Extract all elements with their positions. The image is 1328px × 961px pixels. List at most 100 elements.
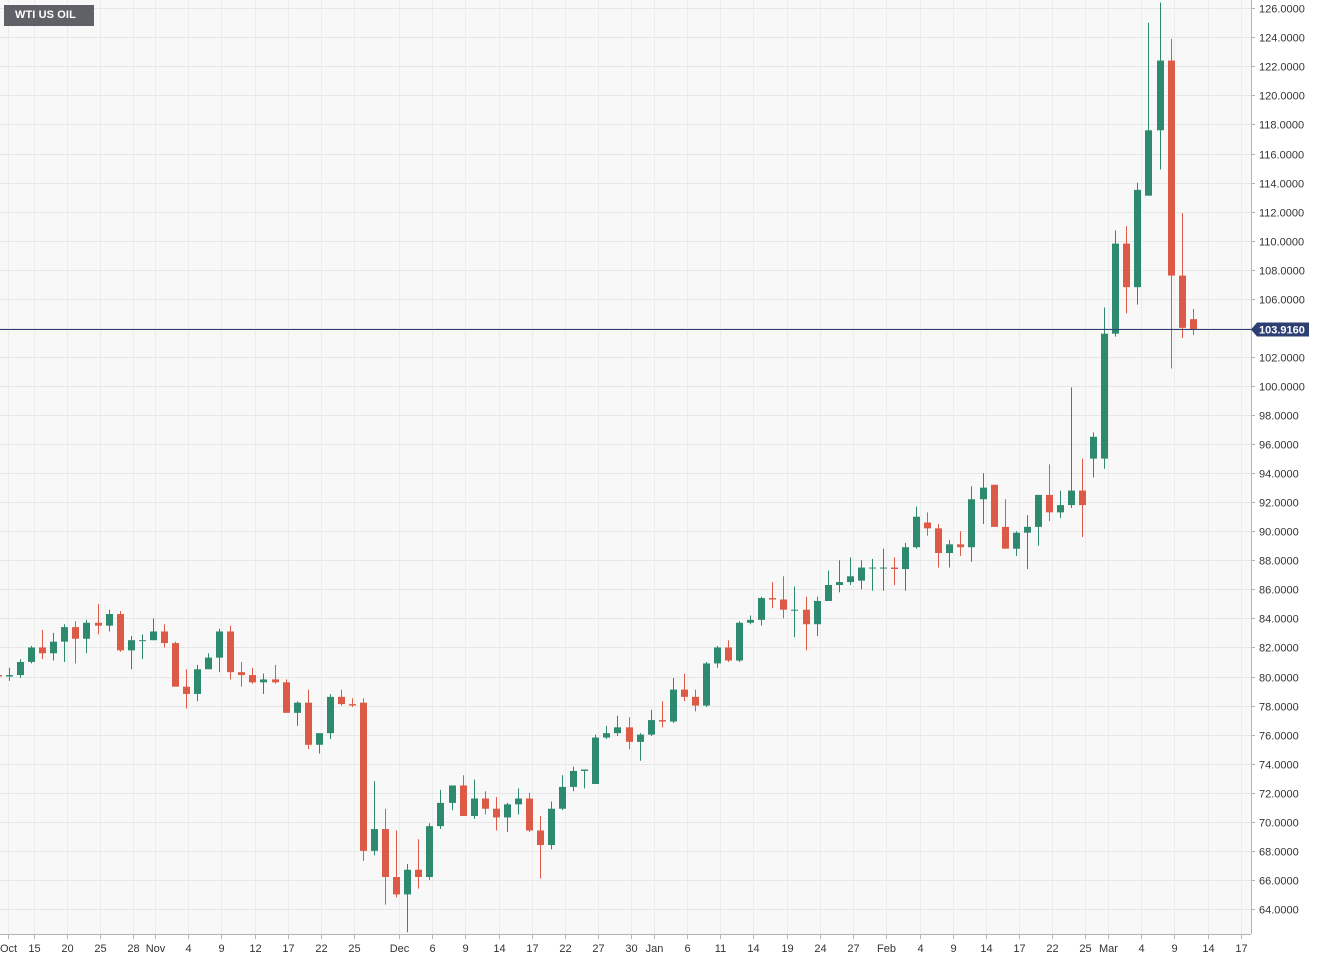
candle-body (128, 640, 135, 651)
candle (980, 473, 987, 524)
candle-body (460, 785, 467, 816)
last-price-label: 103.9160 (1259, 325, 1305, 337)
candle (1013, 531, 1020, 556)
x-tick-label: 4 (185, 943, 191, 955)
candle (227, 625, 234, 680)
y-tick-label: 86.0000 (1259, 585, 1299, 597)
candle (791, 586, 798, 638)
candle (725, 640, 732, 662)
x-tick-label: 14 (980, 943, 992, 955)
candle (891, 557, 898, 585)
x-tick-label: 14 (493, 943, 505, 955)
candle-body (1002, 526, 1009, 549)
candle (437, 789, 444, 830)
candle-body (205, 657, 212, 670)
candle-body (249, 675, 256, 683)
candle-body (172, 643, 179, 687)
candle-body (747, 619, 754, 623)
candle (637, 733, 644, 761)
x-tick-label: 25 (94, 943, 106, 955)
candle-body (238, 672, 245, 676)
candle-body (626, 727, 633, 742)
candle-body (216, 631, 223, 658)
x-tick-label: 6 (429, 943, 435, 955)
candle-body (1190, 319, 1197, 330)
candle-body (194, 669, 201, 694)
x-tick-label: Jan (646, 943, 664, 955)
candle-body (139, 640, 146, 642)
candle-body (548, 808, 555, 846)
candles (0, 2, 1197, 933)
candle-body (161, 631, 168, 644)
x-tick-label: 25 (348, 943, 360, 955)
candle-body (614, 727, 621, 734)
x-tick-label: 15 (28, 943, 40, 955)
candle-body (592, 737, 599, 785)
y-tick-label: 94.0000 (1259, 469, 1299, 481)
candle-body (780, 599, 787, 610)
y-tick-label: 64.0000 (1259, 905, 1299, 917)
candle-body (1101, 333, 1108, 459)
candle (537, 815, 544, 879)
x-tick-label: Mar (1099, 943, 1118, 955)
x-tick-label: 4 (1138, 943, 1144, 955)
candle-body (61, 627, 68, 642)
candle (172, 641, 179, 687)
candle-body (537, 830, 544, 846)
candle (913, 506, 920, 549)
candle (139, 634, 146, 660)
candle (393, 830, 400, 898)
candle (758, 596, 765, 626)
candle (95, 603, 102, 635)
candle (526, 792, 533, 832)
candle-body (1035, 494, 1042, 527)
candle (1134, 182, 1141, 305)
candle-body (39, 647, 46, 654)
y-tick-label: 70.0000 (1259, 818, 1299, 830)
candle (471, 779, 478, 819)
candle-body (791, 609, 798, 611)
candle-body (725, 647, 732, 661)
candle (1179, 213, 1186, 339)
candle (603, 725, 610, 739)
candle (371, 781, 378, 856)
candle (449, 785, 456, 811)
candle-body (703, 663, 710, 706)
candle-body (1013, 532, 1020, 549)
candle (426, 823, 433, 880)
candle (106, 609, 113, 632)
candle-body (305, 702, 312, 745)
candle (747, 615, 754, 625)
candle (61, 624, 68, 662)
y-tick-label: 106.0000 (1259, 295, 1305, 307)
y-tick-label: 110.0000 (1259, 237, 1304, 249)
candle-body (681, 689, 688, 697)
candle (1157, 2, 1164, 170)
last-price-tag (1251, 322, 1309, 337)
x-tick-label: 6 (684, 943, 690, 955)
candle-body (260, 679, 267, 683)
candle (294, 701, 301, 726)
candle-body (6, 675, 13, 677)
candle-body (515, 798, 522, 805)
y-tick-label: 116.0000 (1259, 150, 1304, 162)
x-tick-label: 27 (592, 943, 604, 955)
candle-body (526, 798, 533, 831)
candle-body (1157, 60, 1164, 131)
candle (493, 797, 500, 831)
candle (249, 667, 256, 684)
candle (592, 734, 599, 785)
y-tick-label: 124.0000 (1259, 33, 1305, 45)
y-tick-label: 78.0000 (1259, 702, 1299, 714)
candle-body (1145, 130, 1152, 196)
candle-body (814, 600, 821, 625)
candle-body (1068, 490, 1075, 506)
x-tick-label: 17 (1235, 943, 1247, 955)
candle-body (283, 682, 290, 713)
candle (1123, 226, 1130, 314)
y-tick-label: 92.0000 (1259, 498, 1299, 510)
x-tick-label: 17 (282, 943, 294, 955)
candle-body (692, 696, 699, 706)
